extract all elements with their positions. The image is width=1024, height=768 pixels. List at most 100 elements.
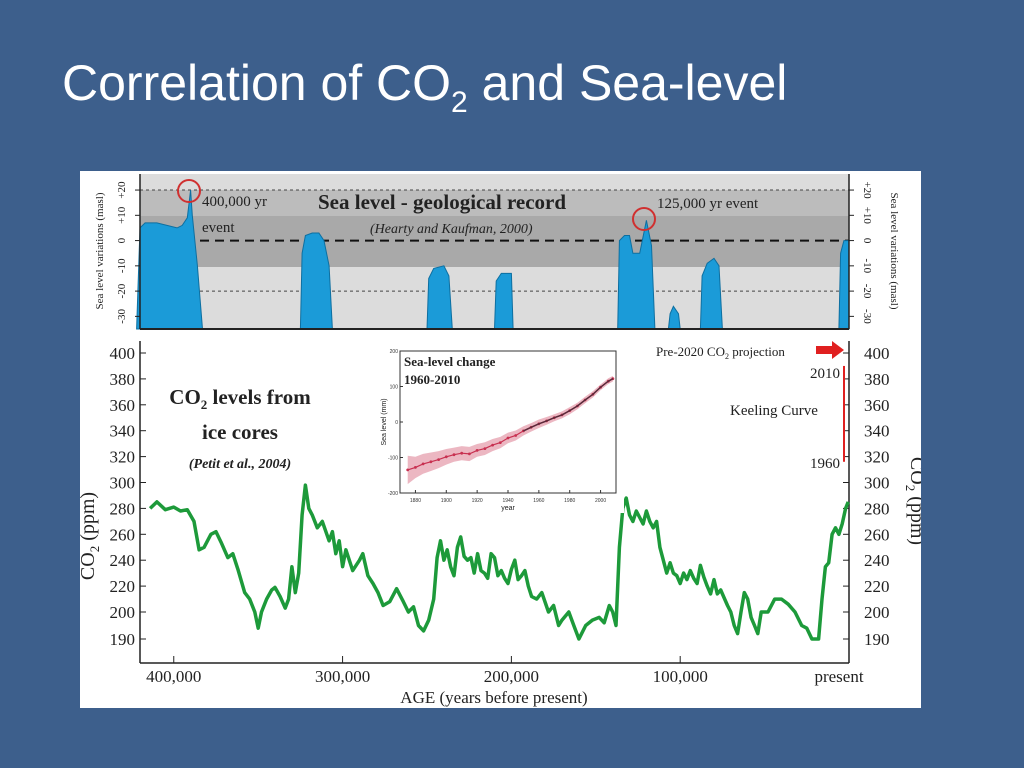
sea-tick-label-right: +10 — [861, 207, 873, 225]
co2-tick-label-right: 300 — [864, 474, 890, 493]
co2-ylabel-left: CO2 (ppm) — [80, 492, 102, 580]
sea-tick-label-right: +20 — [861, 181, 873, 199]
co2-tick-label-right: 320 — [864, 448, 890, 467]
co2-panel-title-line2: ice cores — [202, 420, 278, 444]
sea-ylabel-left: Sea level variations (masl) — [94, 192, 106, 309]
co2-tick-label-left: 360 — [110, 396, 136, 415]
co2-tick-label-right: 240 — [864, 551, 890, 570]
inset-tick-label-x: 2000 — [595, 498, 606, 504]
inset-tick-label-x: 1980 — [564, 498, 575, 504]
co2-axis-left: 400 380 360 340 320 300 280 260 240 220 200 190 — [110, 344, 146, 649]
sea-tick-label-left: +10 — [116, 206, 128, 224]
co2-tick-label-left: 190 — [110, 630, 136, 649]
slide-title: Correlation of CO2 and Sea-level — [62, 55, 788, 119]
figure-panel: +20 +10 0 -10 -20 -30 +20 +10 0 -10 -20 -30 Sea le… — [80, 171, 921, 708]
inset-tick-label-y: 0 — [395, 420, 398, 426]
sea-tick-label-left: -30 — [116, 309, 128, 324]
inset-sea-level-chart: 1880 1900 1920 1940 1960 1980 2000 200 100 0 -100 -… — [378, 347, 624, 513]
co2-tick-label-right: 200 — [864, 603, 890, 622]
co2-axis-bottom: 400,000 300,000 200,000 100,000 present — [146, 656, 864, 686]
inset-tick-label-x: 1960 — [533, 498, 544, 504]
inset-point — [506, 436, 510, 440]
inset-tick-label-y: 100 — [390, 385, 399, 391]
sea-level-panel: +20 +10 0 -10 -20 -30 +20 +10 0 -10 -20 -30 Sea le… — [94, 174, 900, 330]
projection-arrow — [816, 341, 844, 359]
co2-tick-label-bottom: present — [814, 667, 863, 686]
inset-point — [475, 449, 479, 452]
co2-tick-label-left: 260 — [110, 525, 136, 544]
sea-panel-title: Sea level - geological record — [318, 190, 566, 214]
inset-title-line2: 1960-2010 — [404, 372, 460, 387]
sea-tick-label-right: 0 — [861, 238, 873, 244]
inset-ylabel: Sea level (mm) — [381, 398, 388, 445]
sea-axis-left: +20 +10 0 -10 -20 -30 — [116, 174, 141, 329]
co2-tick-label-left: 200 — [110, 603, 136, 622]
inset-point — [483, 447, 487, 450]
co2-tick-label-bottom: 400,000 — [146, 667, 201, 686]
sea-tick-label-left: +20 — [116, 181, 128, 199]
inset-point — [444, 455, 448, 459]
sea-band-mid-upper — [140, 190, 849, 216]
co2-tick-label-bottom: 300,000 — [315, 667, 370, 686]
sea-ylabel-right: Sea level variations (masl) — [888, 193, 900, 310]
event-400k-marker — [177, 179, 201, 203]
sea-axis-right: +20 +10 0 -10 -20 -30 — [848, 174, 873, 329]
sea-tick-label-right: -20 — [861, 284, 873, 299]
inset-point — [498, 441, 502, 444]
figure-svg: +20 +10 0 -10 -20 -30 +20 +10 0 -10 -20 -30 Sea le… — [80, 174, 921, 707]
inset-uncertainty-band — [407, 375, 613, 485]
inset-tick-label-x: 1900 — [441, 498, 452, 504]
sea-gridlines — [140, 189, 849, 292]
inset-point — [406, 468, 410, 472]
inset-point — [429, 460, 433, 464]
inset-tick-label-y: -200 — [388, 491, 398, 497]
co2-axis-right: 400 380 360 340 320 300 280 260 240 220 200 190 — [843, 344, 890, 649]
co2-tick-label-right: 400 — [864, 344, 890, 363]
sea-tick-label-left: -10 — [116, 258, 128, 273]
event-400k-label-1: 400,000 yr — [202, 194, 267, 210]
co2-tick-label-right: 280 — [864, 499, 890, 518]
inset-point — [414, 466, 417, 469]
inset-tick-label-x: 1940 — [502, 498, 513, 504]
co2-tick-label-left: 240 — [110, 551, 136, 570]
event-125k-marker — [632, 207, 656, 231]
inset-point — [421, 462, 425, 466]
co2-xlabel: AGE (years before present) — [400, 688, 587, 707]
inset-title-line1: Sea-level change — [404, 354, 496, 369]
co2-tick-label-bottom: 100,000 — [653, 667, 708, 686]
inset-axes: 1880 1900 1920 1940 1960 1980 2000 200 100 0 -100 -… — [388, 349, 606, 504]
co2-panel: 400 380 360 340 320 300 280 260 240 220 200 190 400… — [80, 341, 921, 707]
sea-tick-label-left: 0 — [116, 237, 128, 243]
co2-line — [148, 483, 850, 641]
keeling-start-label: 1960 — [810, 456, 840, 472]
inset-point — [452, 453, 456, 457]
co2-tick-label-left: 340 — [110, 422, 136, 441]
inset-points — [406, 377, 615, 472]
sea-tick-label-right: -30 — [861, 309, 873, 324]
inset-point — [437, 458, 440, 461]
sea-band-upper — [140, 174, 849, 190]
event-400k-label-2: event — [202, 220, 235, 236]
co2-tick-label-right: 260 — [864, 525, 890, 544]
projection-label: Pre-2020 CO2 projection — [656, 344, 785, 361]
co2-tick-label-left: 280 — [110, 499, 136, 518]
inset-tick-label-x: 1880 — [410, 498, 421, 504]
co2-panel-title-line1: CO2 levels from — [169, 385, 311, 412]
inset-recent-segment — [523, 378, 614, 432]
co2-tick-label-left: 400 — [110, 344, 136, 363]
co2-tick-label-right: 220 — [864, 577, 890, 596]
co2-tick-label-right: 340 — [864, 422, 890, 441]
co2-tick-label-left: 320 — [110, 448, 136, 467]
inset-point — [460, 451, 464, 455]
inset-point — [491, 443, 494, 447]
co2-tick-label-right: 190 — [864, 630, 890, 649]
sea-tick-label-left: -20 — [116, 283, 128, 298]
co2-tick-label-left: 220 — [110, 577, 136, 596]
inset-tick-label-x: 1920 — [472, 498, 483, 504]
sea-panel-subtitle: (Hearty and Kaufman, 2000) — [370, 222, 533, 237]
inset-tick-label-y: 200 — [390, 349, 399, 355]
keeling-end-label: 2010 — [810, 366, 840, 382]
sea-level-area — [136, 190, 850, 330]
inset-point — [468, 452, 471, 456]
co2-tick-label-left: 300 — [110, 474, 136, 493]
